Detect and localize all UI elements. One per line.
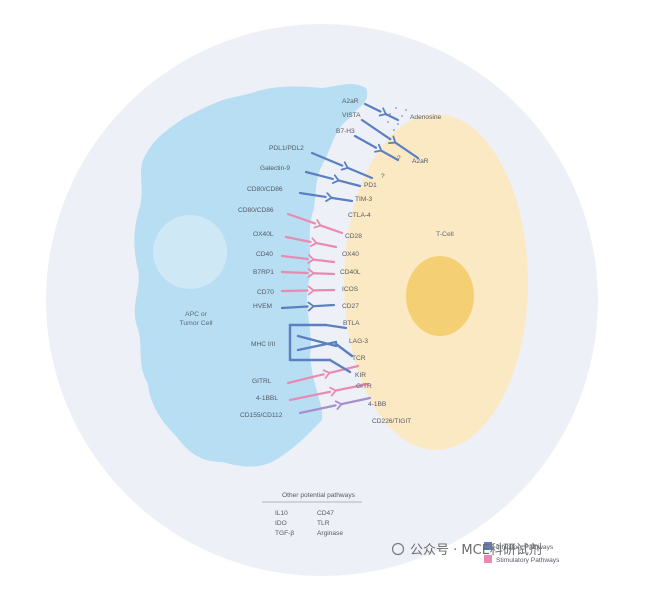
adenosine-dot xyxy=(389,113,391,115)
receptor-pd1: PD1 xyxy=(364,182,377,189)
ligand-cd70: CD70 xyxy=(257,289,274,296)
receptor-btla: BTLA xyxy=(343,320,360,327)
receptor-cd40l: CD40L xyxy=(340,269,361,276)
ligand-hvem: HVEM xyxy=(253,303,272,310)
ligand-cd40: CD40 xyxy=(256,251,273,258)
t-cell-nucleus xyxy=(406,256,474,336)
receptor-4-1bb: 4-1BB xyxy=(368,401,387,408)
receptor-lag3: LAG-3 xyxy=(349,338,368,345)
adenosine-dot xyxy=(397,123,399,125)
other-pathway-ido: IDO xyxy=(275,520,287,527)
other-pathways-title: Other potential pathways xyxy=(282,492,356,499)
other-pathway-tgfb: TGF-β xyxy=(275,530,294,537)
adenosine-dot xyxy=(383,109,385,111)
watermark-text: 公众号 · MCE科研试剂 xyxy=(410,543,542,558)
receptor-cd28: CD28 xyxy=(345,233,362,240)
watermark: 公众号 · MCE科研试剂 xyxy=(393,543,542,558)
ligand-cd155-cd112: CD155/CD112 xyxy=(240,412,283,419)
t-cell-label: T-Cell xyxy=(436,231,454,238)
ligand-4-1bbl: 4-1BBL xyxy=(256,395,278,402)
receptor-ctla4: CTLA-4 xyxy=(348,212,371,219)
receptor-a2ar: A2aR xyxy=(412,158,429,165)
ligand-gitrl: GITRL xyxy=(252,378,272,385)
receptor-adenosine: Adenosine xyxy=(410,114,441,121)
other-pathway-tlr: TLR xyxy=(317,520,330,527)
other-pathway-cd47: CD47 xyxy=(317,510,334,517)
apc-label-line2: Tumor Cell xyxy=(180,320,213,327)
ligand-b7rp1: B7RP1 xyxy=(253,269,274,276)
other-pathway-il10: IL10 xyxy=(275,510,288,517)
receptor-gitr: GITR xyxy=(356,383,372,390)
receptor-kir: KIR xyxy=(355,372,366,379)
other-pathway-arginase: Arginase xyxy=(317,530,343,537)
ligand-mhc: MHC I/II xyxy=(251,341,275,348)
adenosine-dot xyxy=(393,129,395,131)
ligand-b7h3: B7-H3 xyxy=(336,128,355,135)
receptor-tim3: TIM-3 xyxy=(355,196,373,203)
receptor-ox40: OX40 xyxy=(342,251,359,258)
adenosine-dot xyxy=(387,121,389,123)
ligand-pdl1-pdl2: PDL1/PDL2 xyxy=(269,145,304,152)
ligand-vista: VISTA xyxy=(342,112,361,119)
receptor-cd27: CD27 xyxy=(342,303,359,310)
ligand-a2ar: A2aR xyxy=(342,98,359,105)
ligand-ox40l: OX40L xyxy=(253,231,274,238)
adenosine-dot xyxy=(395,107,397,109)
receptor-question-1: ? xyxy=(397,155,401,162)
apc-label-line1: APC or xyxy=(185,311,208,318)
apc-nucleus xyxy=(153,215,227,289)
ligand-galectin9: Galectin-9 xyxy=(260,165,290,172)
receptor-tcr: TCR xyxy=(352,355,366,362)
receptor-icos: ICOS xyxy=(342,286,359,293)
adenosine-dot xyxy=(401,115,403,117)
adenosine-dot xyxy=(405,109,407,111)
receptor-question-2: ? xyxy=(381,173,385,180)
ligand-cd80-cd86-a: CD80/CD86 xyxy=(247,186,283,193)
ligand-cd80-cd86-b: CD80/CD86 xyxy=(238,207,274,214)
legend-stimulatory-label: Stimulatory Pathways xyxy=(496,557,560,564)
receptor-cd226-tigit: CD226/TIGIT xyxy=(372,418,411,425)
